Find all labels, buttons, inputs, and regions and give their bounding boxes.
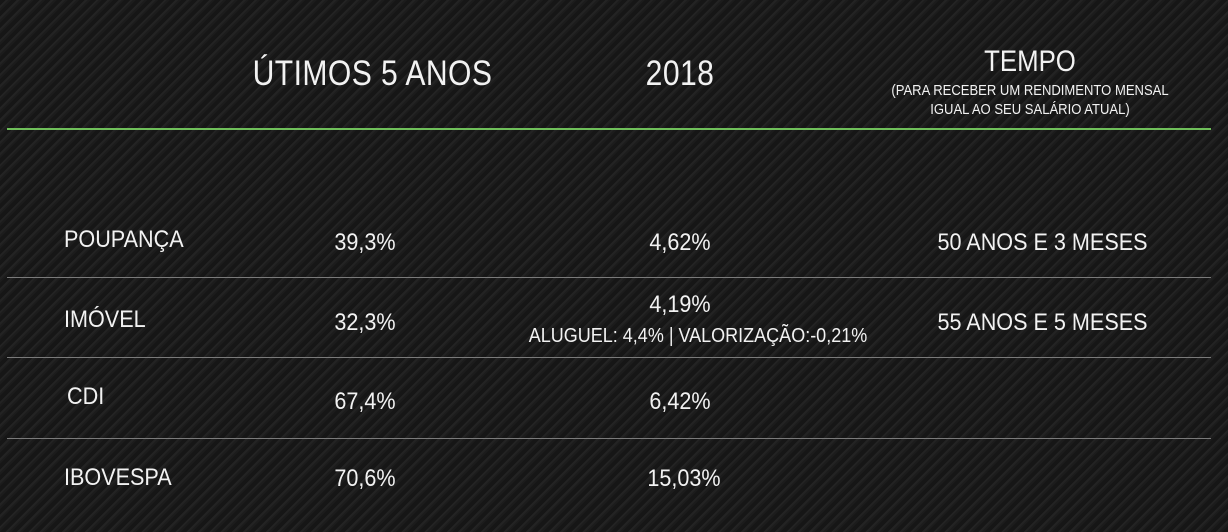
header-tempo-subtitle-line1: (PARA RECEBER UM RENDIMENTO MENSAL — [891, 83, 1169, 99]
row-tempo-poupanca: 50 ANOS E 3 MESES — [937, 229, 1148, 256]
row-5years-cdi: 67,4% — [334, 388, 396, 415]
row-2018-imovel: 4,19% — [649, 291, 711, 318]
row-divider — [7, 277, 1211, 278]
header-divider — [7, 128, 1211, 130]
row-name-poupanca: POUPANÇA — [64, 226, 184, 253]
row-5years-ibovespa: 70,6% — [334, 465, 396, 492]
row-2018-ibovespa: 15,03% — [647, 465, 721, 492]
row-name-cdi: CDI — [67, 383, 105, 410]
row-name-imovel: IMÓVEL — [64, 306, 146, 333]
header-tempo-subtitle: (PARA RECEBER UM RENDIMENTO MENSAL IGUAL… — [877, 82, 1183, 120]
row-5years-poupanca: 39,3% — [334, 229, 396, 256]
row-divider — [7, 438, 1211, 439]
header-2018: 2018 — [645, 54, 715, 93]
row-5years-imovel: 32,3% — [334, 309, 396, 336]
row-name-ibovespa: IBOVESPA — [64, 464, 172, 491]
row-divider — [7, 357, 1211, 358]
header-tempo-subtitle-line2: IGUAL AO SEU SALÁRIO ATUAL) — [930, 102, 1130, 118]
row-tempo-imovel: 55 ANOS E 5 MESES — [937, 309, 1148, 336]
header-5-years: ÚTIMOS 5 ANOS — [252, 54, 493, 93]
row-2018-poupanca: 4,62% — [649, 229, 711, 256]
row-2018-detail-imovel: ALUGUEL: 4,4% | VALORIZAÇÃO:-0,21% — [528, 325, 868, 347]
header-tempo: TEMPO — [984, 45, 1076, 78]
row-2018-cdi: 6,42% — [649, 388, 711, 415]
